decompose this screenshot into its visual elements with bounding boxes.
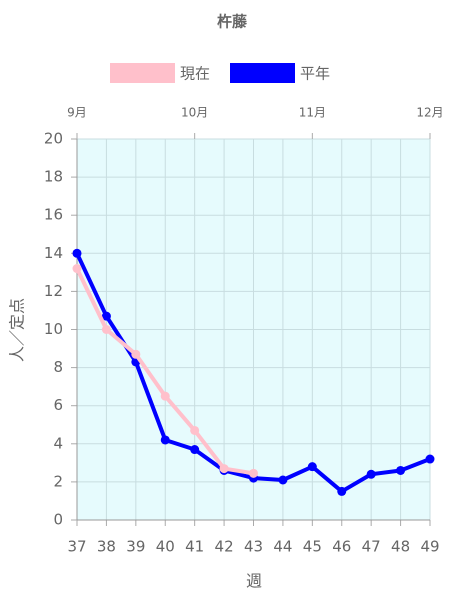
- data-point: [396, 465, 406, 475]
- x-axis-label: 週: [246, 572, 262, 591]
- data-point: [101, 311, 111, 321]
- data-point: [72, 248, 82, 258]
- x-tick-label: 45: [303, 538, 322, 556]
- y-tick-label: 4: [53, 434, 63, 452]
- data-point: [307, 462, 317, 472]
- x-tick-label: 40: [156, 538, 175, 556]
- x-tick-label: 41: [185, 538, 204, 556]
- y-tick-label: 14: [44, 244, 63, 262]
- chart-title: 杵藤: [217, 13, 248, 31]
- x2-tick-label: 11月: [299, 106, 326, 120]
- data-point: [425, 454, 435, 464]
- y-tick-label: 2: [53, 472, 63, 490]
- y-tick-label: 10: [44, 320, 63, 338]
- x-tick-label: 37: [67, 538, 86, 556]
- x-tick-label: 44: [273, 538, 292, 556]
- data-point: [160, 391, 170, 401]
- x-tick-label: 48: [391, 538, 410, 556]
- x-tick-label: 46: [332, 538, 351, 556]
- y-tick-label: 8: [53, 358, 63, 376]
- data-point: [249, 468, 258, 478]
- data-point: [131, 349, 141, 359]
- y-tick-label: 6: [53, 396, 63, 414]
- x-tick-label: 49: [420, 538, 439, 556]
- x-tick-label: 42: [215, 538, 234, 556]
- legend-label: 平年: [300, 65, 330, 83]
- data-point: [72, 264, 82, 274]
- legend-label: 現在: [180, 65, 210, 83]
- y-tick-label: 0: [53, 511, 63, 529]
- x-tick-label: 39: [126, 538, 145, 556]
- y-tick-label: 16: [44, 206, 63, 224]
- y-tick-label: 20: [44, 130, 63, 148]
- data-point: [160, 435, 170, 445]
- data-point: [101, 325, 111, 334]
- data-point: [366, 469, 376, 479]
- data-point: [278, 475, 288, 485]
- x-tick-label: 47: [362, 538, 381, 556]
- x-tick-label: 43: [244, 538, 263, 556]
- x-tick-label: 38: [97, 538, 116, 556]
- y-tick-label: 18: [44, 168, 63, 186]
- data-point: [190, 445, 200, 455]
- x2-tick-label: 9月: [67, 106, 87, 120]
- x2-tick-label: 12月: [416, 106, 443, 120]
- data-point: [190, 425, 200, 435]
- data-point: [219, 464, 229, 474]
- x2-tick-label: 10月: [181, 106, 208, 120]
- legend-swatch: [230, 63, 295, 83]
- y-tick-label: 12: [44, 282, 63, 300]
- y-axis-label: 人／定点: [8, 298, 27, 362]
- data-point: [337, 486, 347, 496]
- legend-swatch: [110, 63, 175, 83]
